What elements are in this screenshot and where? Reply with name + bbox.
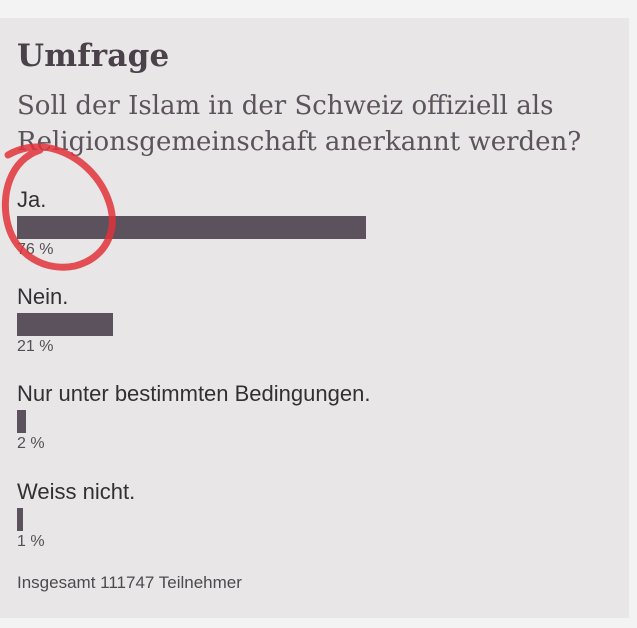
poll-option-weiss-nicht: Weiss nicht. 1 % xyxy=(17,479,617,551)
poll-option-bedingungen: Nur unter bestimmten Bedingungen. 2 % xyxy=(17,381,617,453)
result-bar xyxy=(17,508,23,531)
option-label: Weiss nicht. xyxy=(17,479,136,504)
result-bar-track xyxy=(17,508,477,531)
option-label: Nur unter bestimmten Bedingungen. xyxy=(17,381,371,406)
result-bar xyxy=(17,410,26,433)
result-bar-track xyxy=(17,410,477,433)
poll-option-nein: Nein. 21 % xyxy=(17,284,617,356)
poll-question-line-2: Religionsgemeinschaft anerkannt werden? xyxy=(17,127,582,157)
poll-question-line-1: Soll der Islam in der Schweiz offiziell … xyxy=(17,91,554,121)
poll-question: Soll der Islam in der Schweiz offiziell … xyxy=(17,88,637,160)
poll-title: Umfrage xyxy=(17,38,170,74)
result-bar-track xyxy=(17,216,477,239)
option-percent: 76 % xyxy=(17,241,54,258)
poll-option-ja: Ja. 76 % xyxy=(17,187,617,259)
option-percent: 2 % xyxy=(17,435,45,452)
poll-total-participants: Insgesamt 111747 Teilnehmer xyxy=(17,573,242,592)
result-bar xyxy=(17,313,113,336)
result-bar-track xyxy=(17,313,477,336)
option-percent: 21 % xyxy=(17,338,54,355)
option-label: Nein. xyxy=(17,284,69,309)
option-label: Ja. xyxy=(17,187,47,212)
option-percent: 1 % xyxy=(17,533,45,550)
result-bar xyxy=(17,216,366,239)
